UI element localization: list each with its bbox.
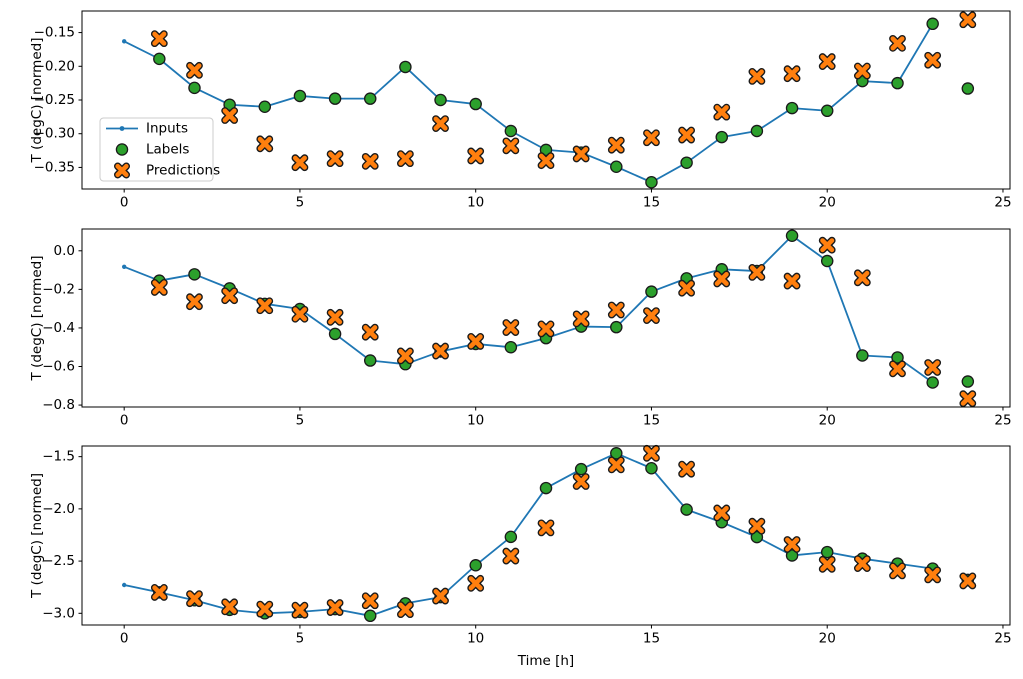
legend-label: Labels [146, 142, 189, 158]
y-tick-label: −3.0 [42, 605, 75, 621]
series-inputs [121, 233, 935, 385]
subplot-bottom: 0 5 10 15 20 25 −1.5 −2.0 −2.5 −3.0 T (degC) [norm… [29, 444, 1012, 669]
y-tick-label: −0.6 [42, 359, 75, 375]
legend-item-predictions: Predictions [114, 162, 220, 179]
x-tick-label: 0 [120, 195, 129, 211]
series-predictions [150, 236, 977, 408]
legend-label: Inputs [146, 121, 188, 137]
legend: Inputs Labels Predictions [99, 117, 220, 182]
legend-x-marker-icon [114, 162, 130, 179]
x-axis-label: Time [h] [517, 653, 574, 669]
x-tick-label: 20 [819, 195, 836, 211]
x-tick-label: 15 [643, 413, 660, 429]
y-axis: −0.15 −0.20 −0.25 −0.30 −0.35 [34, 25, 82, 175]
axes-spines [81, 228, 1011, 408]
y-tick-label: −0.8 [42, 397, 75, 413]
x-axis: 0 5 10 15 20 25 [120, 625, 1012, 647]
x-tick-label: 5 [296, 631, 305, 647]
y-axis-label: T (degC) [normed] [29, 256, 45, 382]
y-axis-label: T (degC) [normed] [29, 473, 45, 599]
x-axis: 0 5 10 15 20 25 [120, 407, 1012, 429]
series-labels [153, 447, 975, 623]
x-axis: 0 5 10 15 20 25 [120, 189, 1012, 211]
y-tick-label: 0.0 [54, 243, 75, 259]
x-tick-label: 25 [994, 413, 1011, 429]
x-tick-label: 25 [994, 195, 1011, 211]
x-tick-label: 0 [120, 631, 129, 647]
y-tick-label: −0.25 [34, 92, 75, 108]
x-tick-label: 5 [296, 413, 305, 429]
y-axis: 0.0 −0.2 −0.4 −0.6 −0.8 [42, 243, 82, 413]
y-tick-label: −0.35 [34, 159, 75, 175]
y-tick-label: −0.30 [34, 126, 75, 142]
series-inputs [121, 451, 935, 619]
legend-item-labels: Labels [115, 142, 189, 158]
x-tick-label: 10 [467, 631, 484, 647]
y-tick-label: −0.4 [42, 320, 75, 336]
subplot-top: 0 5 10 15 20 25 −0.15 −0.20 −0.25 −0.30 −0.35T (de… [29, 10, 1012, 211]
x-tick-label: 0 [120, 413, 129, 429]
series-predictions [150, 11, 977, 172]
legend-label: Predictions [146, 163, 220, 179]
series-predictions [150, 444, 977, 619]
x-tick-label: 25 [994, 631, 1011, 647]
series-labels [153, 229, 975, 389]
legend-item-inputs: Inputs [106, 121, 188, 137]
x-tick-label: 10 [467, 413, 484, 429]
y-tick-label: −0.15 [34, 25, 75, 41]
x-tick-label: 20 [819, 413, 836, 429]
y-axis-label: T (degC) [normed] [29, 38, 45, 164]
y-axis: −1.5 −2.0 −2.5 −3.0 [42, 449, 82, 621]
legend-circle-marker-icon [115, 143, 129, 156]
y-tick-label: −0.2 [42, 281, 75, 297]
subplot-middle: 0 5 10 15 20 25 0.0 −0.2 −0.4 −0.6 −0.8 T (degC) [n… [29, 228, 1012, 429]
x-tick-label: 20 [819, 631, 836, 647]
series-inputs [121, 21, 935, 185]
y-tick-label: −2.0 [42, 501, 75, 517]
x-tick-label: 15 [643, 631, 660, 647]
y-tick-label: −2.5 [42, 553, 75, 569]
axes-spines [81, 445, 1011, 626]
x-tick-label: 15 [643, 195, 660, 211]
y-tick-label: −1.5 [42, 449, 75, 465]
x-tick-label: 10 [467, 195, 484, 211]
y-tick-label: −0.20 [34, 58, 75, 74]
x-tick-label: 5 [296, 195, 305, 211]
